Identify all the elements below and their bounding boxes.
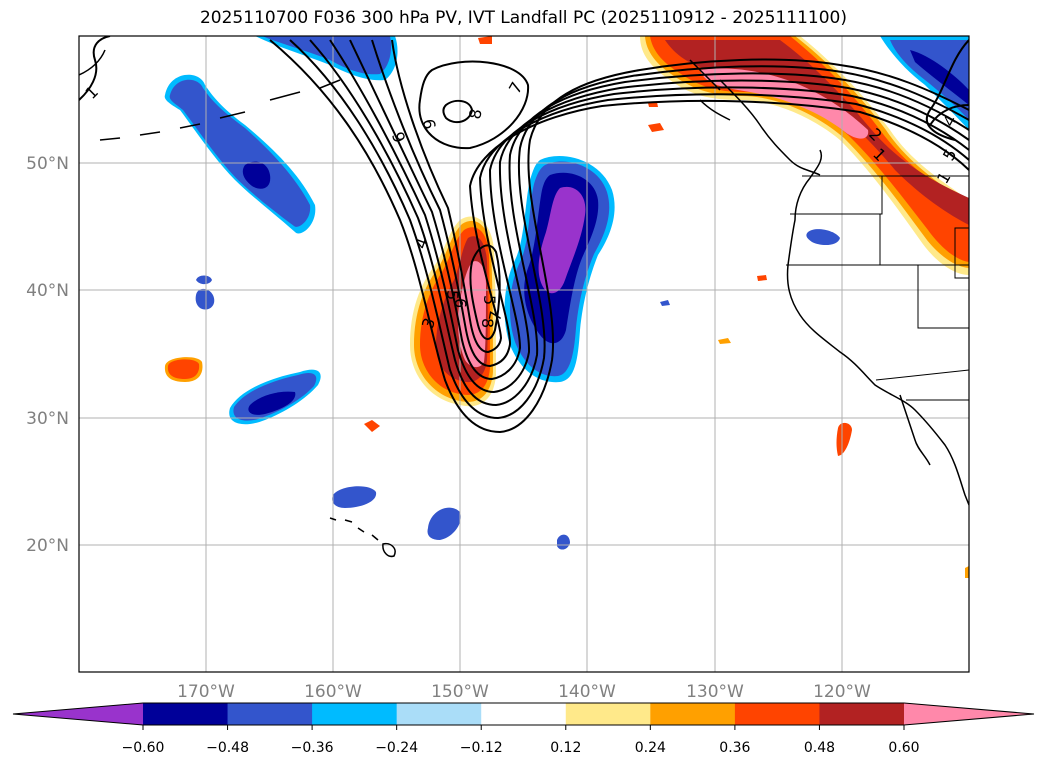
contour-label: 9 — [419, 117, 439, 130]
colorbar-label: 0.48 — [804, 740, 835, 756]
pos-blob-ne-band — [640, 36, 969, 275]
colorbar-label: 0.36 — [719, 740, 750, 756]
lon-tick-labels: 170°W 160°W 150°W 140°W 130°W 120°W — [177, 682, 871, 702]
colorbar-cell — [396, 703, 482, 725]
lon-tick-label: 120°W — [813, 682, 871, 702]
neg-blob-small-2 — [332, 486, 377, 508]
contour-label: 5 — [443, 290, 462, 300]
colorbar-label: 0.12 — [550, 740, 581, 756]
map-title: 2025110700 F036 300 hPa PV, IVT Landfall… — [199, 8, 847, 28]
political-borders — [786, 175, 969, 401]
colorbar-cell — [650, 703, 736, 725]
colorbar-label: −0.60 — [122, 740, 165, 756]
colorbar-label: −0.12 — [460, 740, 503, 756]
colorbar-cell — [819, 703, 905, 725]
lat-tick-labels: 50°N 40°N 30°N 20°N — [26, 154, 69, 556]
colorbar: −0.60 −0.48 −0.36 −0.24 −0.12 0.12 0.24 0.36 0.4… — [12, 702, 1035, 756]
coastlines — [79, 49, 969, 558]
lat-tick-label: 20°N — [26, 536, 69, 556]
plot-area: 1 7 8 9 6 4 5 6 3 8 7 5 1 2 1 5 4 — [79, 36, 969, 672]
lon-tick-label: 140°W — [558, 682, 616, 702]
lon-tick-label: 150°W — [431, 682, 489, 702]
neg-blob-small-3 — [427, 507, 461, 540]
colorbar-cell — [227, 703, 313, 725]
colorbar-label: −0.36 — [291, 740, 334, 756]
colorbar-cell — [312, 703, 398, 725]
colorbar-label: −0.24 — [375, 740, 418, 756]
colorbar-cell — [143, 703, 229, 725]
lat-tick-label: 50°N — [26, 154, 69, 174]
contour-label: 6 — [451, 298, 470, 308]
neg-blob-small-1 — [195, 288, 215, 310]
colorbar-cell — [565, 703, 651, 725]
lon-tick-label: 160°W — [304, 682, 362, 702]
contour-label: 8 — [465, 107, 485, 120]
colorbar-extend-right — [904, 703, 1034, 725]
contour-label: 7 — [485, 309, 505, 322]
colorbar-extend-left — [13, 703, 143, 725]
contour-label: 8 — [478, 318, 497, 328]
lat-tick-label: 30°N — [26, 409, 69, 429]
colorbar-cell — [734, 703, 820, 725]
colorbar-cell — [481, 703, 567, 725]
lon-tick-label: 130°W — [686, 682, 744, 702]
plot-frame — [78, 35, 970, 673]
map-grid — [79, 36, 969, 672]
lon-tick-label: 170°W — [177, 682, 235, 702]
colorbar-label: −0.48 — [206, 740, 249, 756]
colorbar-label: 0.24 — [635, 740, 666, 756]
ivt-contours — [79, 36, 969, 434]
lat-tick-label: 40°N — [26, 281, 69, 301]
contour-label: 5 — [480, 295, 499, 305]
colorbar-label: 0.60 — [888, 740, 919, 756]
